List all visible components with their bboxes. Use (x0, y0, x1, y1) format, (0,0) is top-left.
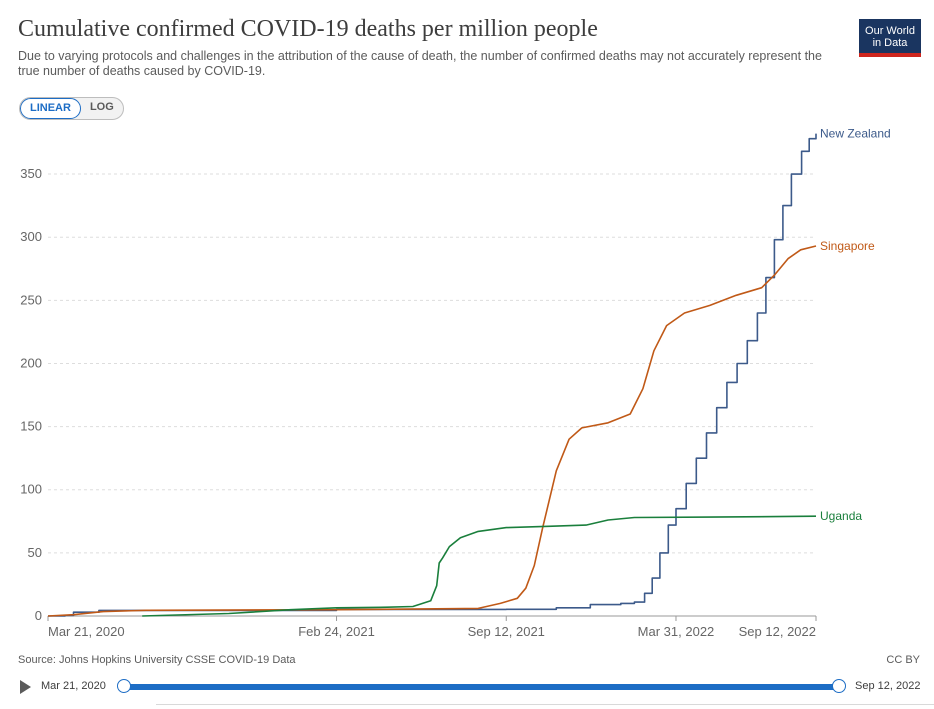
y-tick-label: 50 (28, 545, 42, 560)
series-line-new-zealand (48, 133, 817, 617)
owid-logo[interactable]: Our World in Data (859, 19, 921, 57)
x-tick-label: Mar 21, 2020 (48, 624, 125, 639)
line-chart: 0 50 100 150 200 250 300 350 Mar 21, 2020 Feb 24… (20, 127, 891, 639)
series-lines (47, 133, 817, 617)
bottom-tabs-divider (156, 704, 934, 709)
source-note[interactable]: Source: Johns Hopkins University CSSE CO… (18, 654, 296, 666)
series-line-singapore (47, 245, 817, 617)
grid-lines (48, 173, 816, 554)
chart-subtitle: Due to varying protocols and challenges … (18, 49, 822, 78)
series-label: Singapore (820, 239, 875, 253)
y-tick-label: 250 (20, 292, 42, 307)
series-labels: New Zealand Singapore Uganda (820, 127, 891, 524)
y-tick-label: 100 (20, 482, 42, 497)
y-tick-label: 300 (20, 229, 42, 244)
y-axis-ticks: 0 50 100 150 200 250 300 350 (20, 166, 42, 623)
chart-title: Cumulative confirmed COVID-19 deaths per… (18, 16, 598, 42)
license-label[interactable]: CC BY (886, 654, 920, 666)
log-scale-button[interactable]: LOG (89, 101, 114, 113)
timeline-end-handle[interactable] (832, 679, 846, 693)
timeline-end-label: Sep 12, 2022 (855, 680, 921, 692)
x-axis: Mar 21, 2020 Feb 24, 2021 Sep 12, 2021 Mar … (47, 615, 817, 639)
logo-line-2: in Data (872, 37, 908, 49)
y-tick-label: 0 (35, 608, 42, 623)
x-tick-label: Sep 12, 2021 (468, 624, 545, 639)
series-label: New Zealand (820, 127, 891, 141)
timeline-start-label: Mar 21, 2020 (41, 680, 106, 692)
series-label: Uganda (820, 509, 862, 523)
timeline: Mar 21, 2020 Sep 12, 2022 (0, 672, 934, 702)
timeline-track[interactable] (124, 684, 839, 690)
logo-line-1: Our World (865, 25, 915, 37)
timeline-start-handle[interactable] (117, 679, 131, 693)
scale-toggle: LINEAR LOG (19, 97, 124, 120)
series-line-uganda (142, 515, 817, 617)
x-tick-label: Sep 12, 2022 (739, 624, 816, 639)
y-tick-label: 350 (20, 166, 42, 181)
x-tick-label: Feb 24, 2021 (298, 624, 375, 639)
x-tick-label: Mar 31, 2022 (638, 624, 715, 639)
play-icon[interactable] (20, 680, 31, 694)
linear-scale-button[interactable]: LINEAR (20, 98, 81, 119)
y-tick-label: 150 (20, 419, 42, 434)
y-tick-label: 200 (20, 355, 42, 370)
